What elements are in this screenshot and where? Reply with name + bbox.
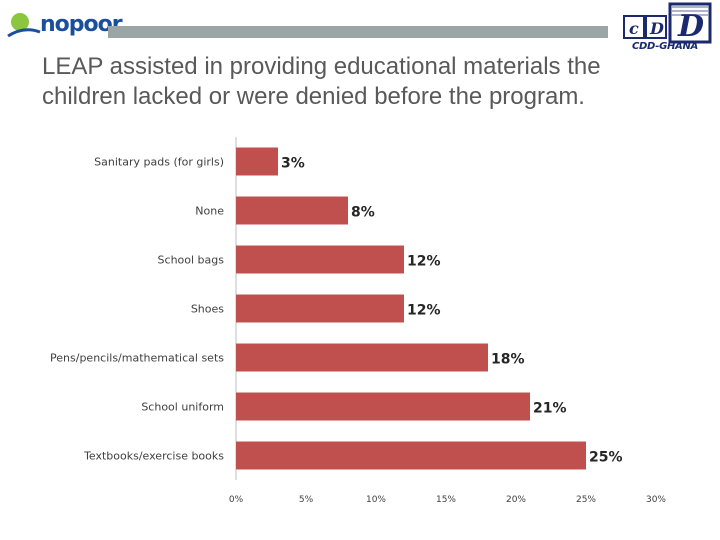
logo-letter-d-small: D xyxy=(649,19,664,38)
data-label: 8% xyxy=(351,205,375,221)
bar-0 xyxy=(236,147,278,176)
x-tick-label: 15% xyxy=(436,495,456,505)
data-label: 12% xyxy=(407,254,441,270)
x-tick-label: 20% xyxy=(506,495,526,505)
category-label: Textbooks/exercise books xyxy=(83,450,224,463)
category-label: Shoes xyxy=(191,303,224,316)
bar-3 xyxy=(236,294,404,323)
x-tick-label: 10% xyxy=(366,495,386,505)
bar-5 xyxy=(236,392,530,421)
x-tick-label: 5% xyxy=(299,495,314,505)
bar-6 xyxy=(236,441,586,470)
logo-letter-d-large: D xyxy=(677,9,704,44)
logo-letter-c: c xyxy=(629,19,639,38)
x-tick-label: 25% xyxy=(576,495,596,505)
bar-2 xyxy=(236,245,404,274)
logo-swoosh-icon xyxy=(7,28,41,38)
category-label: School uniform xyxy=(141,401,224,414)
x-tick-label: 0% xyxy=(229,495,244,505)
data-label: 21% xyxy=(533,401,567,417)
nopoor-logo xyxy=(7,13,41,38)
x-tick-label: 30% xyxy=(646,495,666,505)
data-label: 12% xyxy=(407,303,441,319)
logo-sun-icon xyxy=(11,13,29,31)
bar-1 xyxy=(236,196,348,225)
category-label: Sanitary pads (for girls) xyxy=(94,156,224,169)
category-label: None xyxy=(195,205,224,218)
category-label: Pens/pencils/mathematical sets xyxy=(50,352,224,365)
header-bar xyxy=(108,26,608,38)
data-label: 3% xyxy=(281,156,305,172)
category-label: School bags xyxy=(158,254,225,267)
cdd-ghana-logo: c D D xyxy=(623,2,712,44)
data-label: 25% xyxy=(589,450,623,466)
slide-title: LEAP assisted in providing educational m… xyxy=(42,53,601,110)
data-label: 18% xyxy=(491,352,525,368)
cdd-ghana-logo-text: CDD-GHANA xyxy=(632,41,699,52)
bar-4 xyxy=(236,343,488,372)
